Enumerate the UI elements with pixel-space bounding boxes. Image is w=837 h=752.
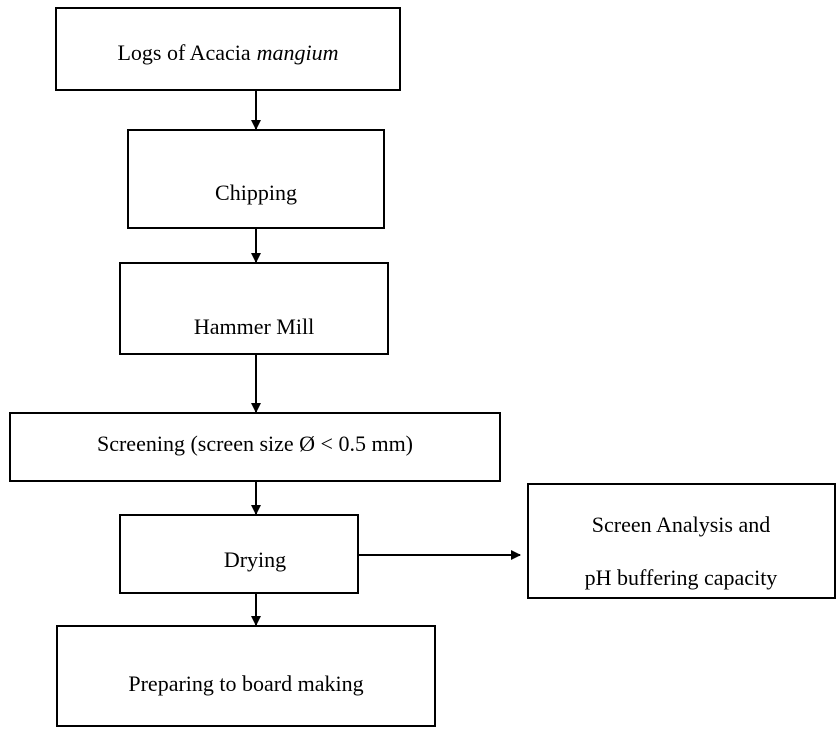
node-label: Drying xyxy=(224,547,286,572)
node-label: Chipping xyxy=(215,180,297,205)
box xyxy=(56,625,436,727)
node: Screen Analysis and pH buffering capacit… xyxy=(527,483,836,599)
node-label: pH buffering capacity xyxy=(585,565,778,590)
node: Logs of Acacia mangium xyxy=(55,7,401,91)
node-label: Screening (screen size Ø < 0.5 mm) xyxy=(97,431,413,456)
node-label: Screen Analysis and xyxy=(592,512,770,537)
node: Screening (screen size Ø < 0.5 mm) xyxy=(9,412,501,482)
label-italic: mangium xyxy=(257,40,339,65)
box xyxy=(527,483,836,599)
node: Drying xyxy=(119,514,359,594)
node-label: Logs of Acacia mangium xyxy=(117,40,338,65)
box xyxy=(119,262,389,355)
box xyxy=(9,412,501,482)
box xyxy=(55,7,401,91)
box xyxy=(119,514,359,594)
label-text: Logs of Acacia xyxy=(117,40,250,65)
node: Chipping xyxy=(127,129,385,229)
node-label: Preparing to board making xyxy=(128,671,363,696)
node: Preparing to board making xyxy=(56,625,436,727)
box xyxy=(127,129,385,229)
node: Hammer Mill xyxy=(119,262,389,355)
node-label: Hammer Mill xyxy=(194,314,314,339)
